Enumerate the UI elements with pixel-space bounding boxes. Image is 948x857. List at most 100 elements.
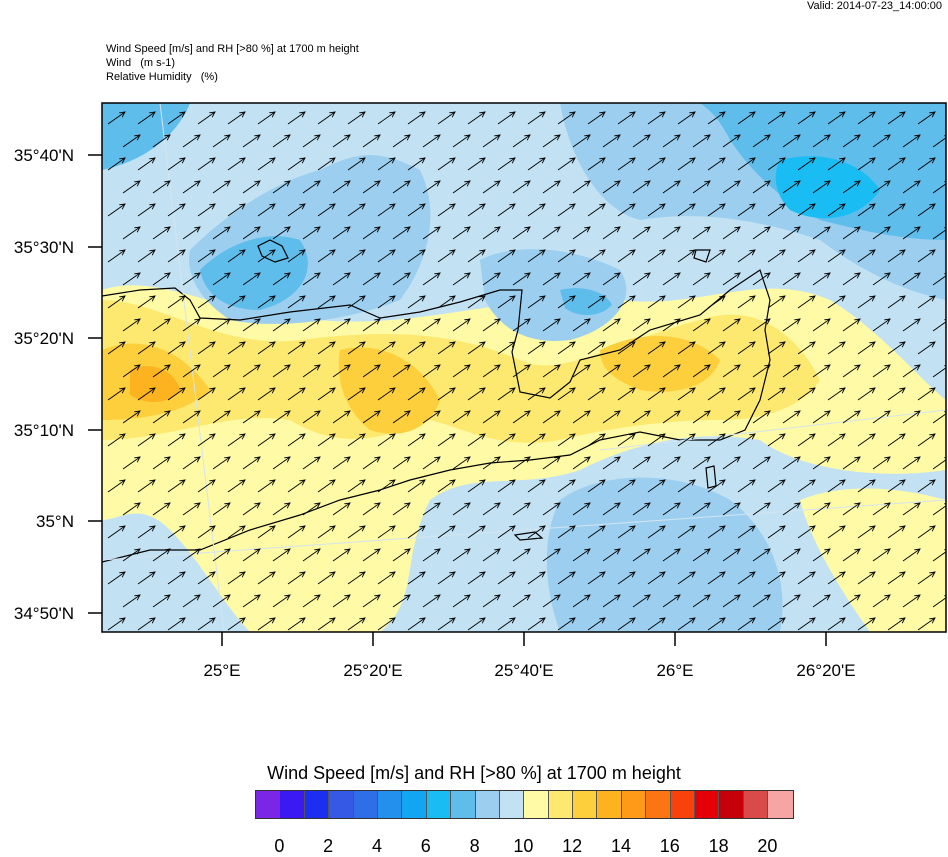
wind-arrow: [842, 549, 860, 562]
wind-arrow: [452, 595, 470, 608]
wind-arrow: [887, 342, 905, 355]
wind-arrow: [407, 526, 425, 539]
wind-arrow: [872, 135, 890, 148]
wind-arrow: [797, 296, 815, 309]
colorbar: [255, 790, 794, 819]
wind-arrow: [842, 181, 860, 194]
wind-arrow: [617, 296, 635, 309]
wind-arrow: [647, 204, 665, 217]
wind-arrow: [182, 227, 200, 240]
wind-arrow: [167, 112, 185, 125]
colorbar-swatch: [426, 791, 452, 818]
colorbar-tick-label: 4: [371, 836, 383, 856]
wind-arrow: [527, 342, 545, 355]
wind-arrow: [467, 526, 485, 539]
wind-arrow: [677, 618, 695, 631]
wind-arrow: [632, 227, 650, 240]
wind-arrow: [197, 158, 215, 171]
wind-arrow: [167, 618, 185, 631]
wind-arrow: [287, 618, 305, 631]
wind-arrow: [602, 549, 620, 562]
wind-arrow: [422, 181, 440, 194]
wind-arrow: [152, 181, 170, 194]
wind-arrow: [752, 227, 770, 240]
wind-arrow: [692, 181, 710, 194]
wind-arrow: [602, 273, 620, 286]
wind-arrow: [407, 480, 425, 493]
wind-arrow: [287, 572, 305, 585]
wind-arrow: [812, 457, 830, 470]
wind-arrow: [557, 618, 575, 631]
wind-arrow: [272, 181, 290, 194]
wind-arrow: [617, 388, 635, 401]
wind-arrow: [812, 595, 830, 608]
wind-arrow: [212, 181, 230, 194]
wind-arrow: [662, 273, 680, 286]
wind-arrow: [272, 227, 290, 240]
wind-arrow: [827, 342, 845, 355]
wind-arrow: [467, 388, 485, 401]
wind-arrow: [872, 595, 890, 608]
wind-arrow: [527, 158, 545, 171]
wind-arrow: [917, 204, 935, 217]
wind-arrow: [392, 549, 410, 562]
wind-arrow: [722, 273, 740, 286]
wind-arrow: [872, 411, 890, 424]
wind-arrow: [857, 572, 875, 585]
wind-arrow: [572, 135, 590, 148]
wind-arrow: [677, 572, 695, 585]
wind-arrow: [692, 457, 710, 470]
wind-arrow: [527, 204, 545, 217]
wind-arrow: [482, 365, 500, 378]
wind-arrow: [512, 273, 530, 286]
wind-arrow: [632, 595, 650, 608]
wind-arrow: [737, 112, 755, 125]
wind-arrow: [497, 480, 515, 493]
map-plot: 35°40'N 35°30'N 35°20'N 35°10'N 35°N 34°…: [14, 102, 947, 680]
wind-vectors: [107, 112, 946, 631]
wind-arrow: [632, 503, 650, 516]
wind-arrow: [182, 135, 200, 148]
wind-arrow: [347, 204, 365, 217]
wind-arrow: [602, 503, 620, 516]
wind-arrow: [542, 595, 560, 608]
wind-arrow: [467, 158, 485, 171]
wind-arrow: [617, 250, 635, 263]
wind-arrow: [752, 549, 770, 562]
wind-arrow: [587, 112, 605, 125]
wind-arrow: [257, 204, 275, 217]
wind-arrow: [842, 411, 860, 424]
wind-arrow: [722, 365, 740, 378]
wind-arrow: [287, 296, 305, 309]
wind-arrow: [422, 411, 440, 424]
wind-arrow: [812, 273, 830, 286]
wind-arrow: [542, 181, 560, 194]
wind-arrow: [587, 526, 605, 539]
wind-arrow: [212, 411, 230, 424]
wind-arrow: [602, 135, 620, 148]
wind-arrow: [107, 250, 125, 263]
wind-arrow: [512, 319, 530, 332]
wind-arrow: [662, 227, 680, 240]
wind-arrow: [617, 618, 635, 631]
wind-arrow: [272, 549, 290, 562]
wind-arrow: [842, 457, 860, 470]
wind-arrow: [647, 250, 665, 263]
wind-arrow: [677, 342, 695, 355]
wind-arrow: [242, 549, 260, 562]
lat-label: 35°30'N: [14, 238, 74, 257]
wind-arrow: [377, 434, 395, 447]
wind-arrow: [302, 457, 320, 470]
wind-arrow: [767, 572, 785, 585]
colorbar-tick-label: 2: [323, 836, 334, 856]
wind-arrow: [482, 457, 500, 470]
wind-arrow: [857, 112, 875, 125]
wind-arrow: [392, 319, 410, 332]
wind-arrow: [692, 411, 710, 424]
wind-arrow: [437, 618, 455, 631]
wind-arrow: [257, 526, 275, 539]
wind-arrow: [302, 273, 320, 286]
wind-arrow: [122, 227, 140, 240]
wind-arrow: [182, 411, 200, 424]
colorbar-swatch: [573, 791, 598, 818]
